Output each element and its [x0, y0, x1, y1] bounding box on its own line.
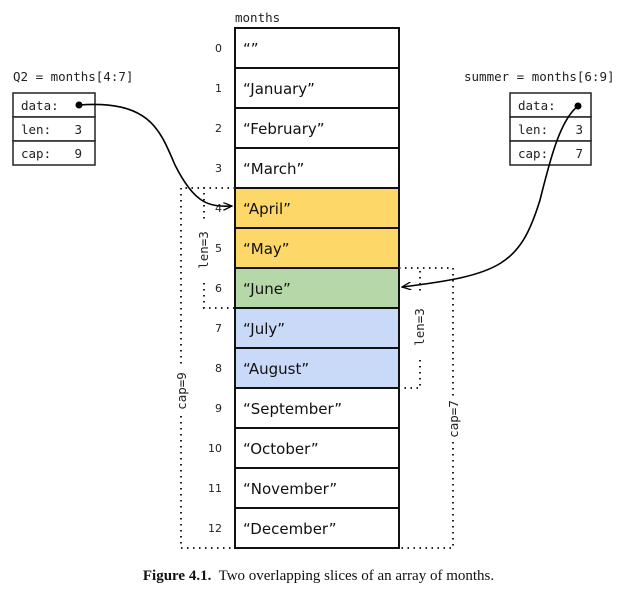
cell-box — [234, 67, 400, 109]
cell-value: “January” — [243, 80, 315, 98]
array-cell: 2 “February” — [215, 107, 400, 149]
summer-cap-bracket — [399, 267, 454, 549]
array-name: months — [235, 10, 280, 25]
array-cell: 5 “May” — [215, 227, 400, 269]
array-cell: 1 “January” — [215, 67, 400, 109]
cell-value: “May” — [243, 240, 290, 258]
cell-index: 7 — [215, 322, 222, 335]
summer-slice-header: data: len: 3 cap: 7 — [509, 92, 592, 166]
q2-cap-text: cap=9 — [174, 372, 189, 410]
q2-len-value: 3 — [74, 122, 82, 137]
array-cell: 12 “December” — [208, 507, 400, 549]
months-array: 0 “” 1 “January” 2 “February” 3 “March” 4 “April”… — [208, 27, 400, 549]
caption-text: Two overlapping slices of an array of mo… — [218, 568, 495, 584]
cell-index: 8 — [215, 362, 222, 375]
cell-index: 4 — [215, 202, 222, 215]
array-cell: 8 “August” — [215, 347, 400, 389]
array-cell: 3 “March” — [215, 147, 400, 189]
cell-value: “February” — [243, 120, 325, 138]
summer-len-label: len: — [518, 122, 548, 137]
cell-box — [234, 267, 400, 309]
cell-index: 10 — [208, 442, 222, 455]
array-cell: 0 “” — [215, 27, 400, 69]
cell-index: 5 — [215, 242, 222, 255]
array-cell: 4 “April” — [215, 187, 400, 229]
cell-value: “September” — [243, 400, 342, 418]
summer-pointer-arrow — [402, 105, 579, 287]
q2-cap-label: cap: — [21, 146, 51, 161]
cell-box — [234, 507, 400, 549]
cell-index: 6 — [215, 282, 222, 295]
cell-value: “November” — [243, 480, 337, 498]
cell-value: “July” — [243, 320, 285, 338]
cell-box — [234, 187, 400, 229]
cell-index: 1 — [215, 82, 222, 95]
summer-len-bracket — [399, 267, 421, 389]
summer-len-value: 3 — [575, 122, 583, 137]
summer-cap-label: cap: — [518, 146, 548, 161]
cell-box — [234, 27, 400, 69]
array-cell: 10 “October” — [208, 427, 400, 469]
cell-value: “March” — [243, 160, 304, 178]
summer-len-text: len=3 — [412, 308, 427, 346]
cell-box — [234, 347, 400, 389]
cell-value: “December” — [243, 520, 337, 538]
figure-number: Figure 4.1. — [142, 568, 212, 584]
figure-caption: Figure 4.1. Two overlapping slices of an… — [0, 568, 637, 585]
cell-box — [234, 467, 400, 509]
cell-box — [234, 427, 400, 469]
cell-index: 0 — [215, 42, 222, 55]
cell-value: “” — [243, 40, 259, 58]
cell-index: 2 — [215, 122, 222, 135]
summer-label: summer = months[6:9] — [464, 69, 615, 84]
cell-value: “August” — [243, 360, 309, 378]
summer-cap-value: 7 — [575, 146, 583, 161]
cell-index: 9 — [215, 402, 222, 415]
q2-pointer-arrow — [78, 103, 232, 206]
q2-len-bracket — [203, 187, 235, 309]
q2-label: Q2 = months[4:7] — [13, 69, 133, 84]
summer-cap-text: cap=7 — [446, 400, 461, 438]
q2-len-text: len=3 — [196, 231, 211, 269]
cell-value: “June” — [243, 280, 291, 298]
cell-index: 11 — [208, 482, 222, 495]
cell-index: 3 — [215, 162, 222, 175]
q2-len-label: len: — [21, 122, 51, 137]
array-cell: 11 “November” — [208, 467, 400, 509]
q2-data-label: data: — [21, 98, 59, 113]
cell-index: 12 — [208, 522, 222, 535]
array-cell: 7 “July” — [215, 307, 400, 349]
array-cell: 6 “June” — [215, 267, 400, 309]
cell-value: “April” — [243, 200, 291, 218]
q2-cap-value: 9 — [74, 146, 82, 161]
cell-box — [234, 107, 400, 149]
array-cell: 9 “September” — [215, 387, 400, 429]
summer-data-label: data: — [518, 98, 556, 113]
cell-value: “October” — [243, 440, 319, 458]
q2-slice-header: data: len: 3 cap: 9 — [12, 92, 96, 166]
